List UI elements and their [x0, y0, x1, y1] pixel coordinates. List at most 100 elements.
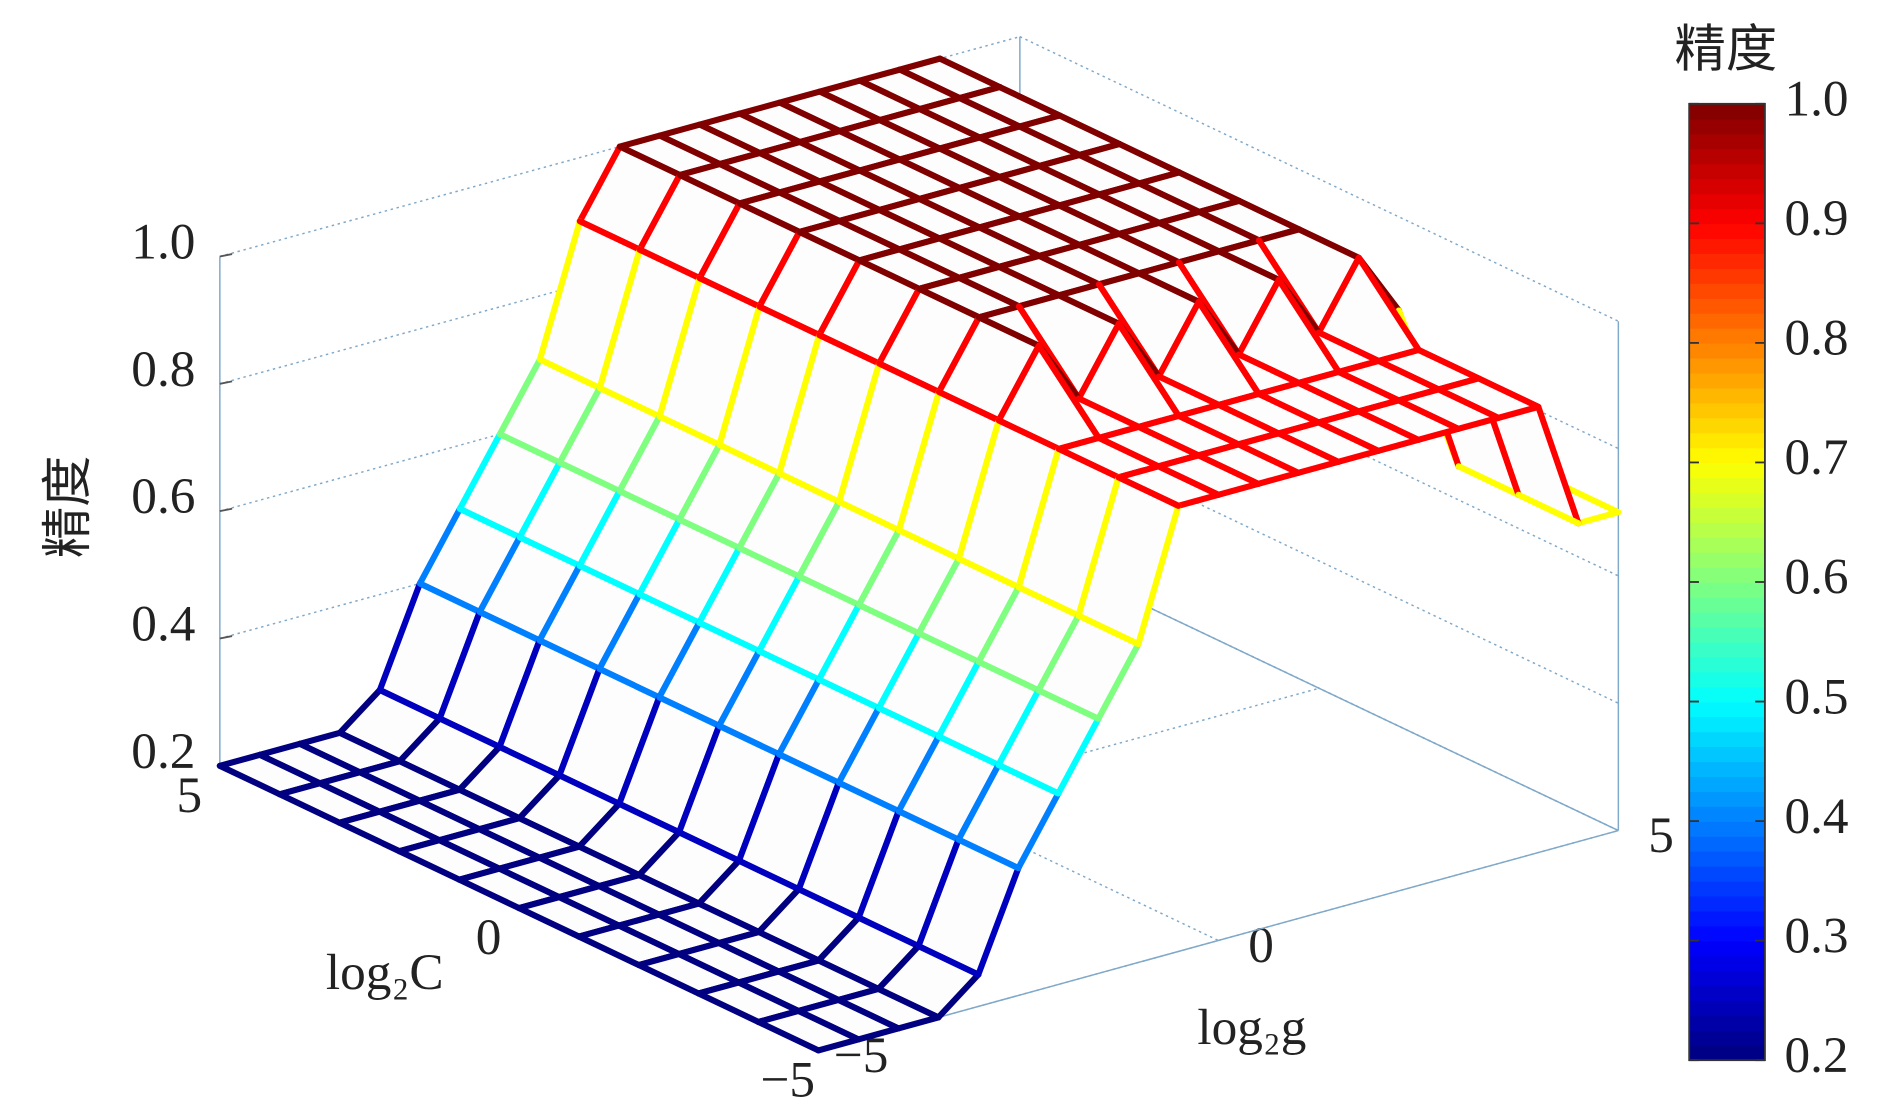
colorbar-tick-label: 1.0 [1784, 71, 1848, 128]
mesh-edge [935, 314, 983, 396]
mesh-cell [519, 897, 619, 937]
mesh-edge [876, 360, 943, 396]
colorbar-swatch [1689, 701, 1765, 718]
mesh-edge [1195, 452, 1262, 487]
colorbar-swatch [1689, 432, 1765, 449]
mesh-cell [899, 238, 1000, 278]
mesh-edge [336, 729, 403, 765]
mesh-edge [1196, 197, 1243, 215]
mesh-edge [536, 854, 603, 890]
mesh-edge [975, 584, 1022, 665]
mesh-edge [576, 800, 623, 850]
mesh-edge [736, 200, 803, 235]
mesh-edge [516, 772, 563, 822]
mesh-edge [856, 257, 923, 292]
colorbar-swatch [1689, 761, 1765, 777]
colorbar-swatch [1689, 776, 1765, 792]
mesh-edge [1375, 346, 1422, 365]
colorbar-swatch [1689, 387, 1765, 404]
mesh-edge [276, 780, 323, 798]
mesh-edge [816, 178, 883, 214]
tick-mark [219, 253, 233, 258]
colorbar-tick-label: 0.7 [1784, 429, 1848, 486]
mesh-edge [756, 138, 803, 157]
colorbar-swatch [1689, 492, 1765, 509]
mesh-cell [1198, 444, 1299, 484]
mesh-edge [815, 914, 862, 964]
mesh-edge [596, 872, 643, 890]
mesh-edge [896, 156, 963, 192]
z-tick-label: 1.0 [131, 213, 195, 270]
mesh-edge [756, 648, 823, 683]
mesh-edge [856, 156, 903, 174]
mesh-edge [456, 876, 523, 912]
mesh-cell [998, 345, 1099, 449]
mesh-edge [995, 687, 1042, 769]
mesh-edge [1155, 463, 1222, 498]
mesh-cell [1298, 371, 1399, 412]
mesh-edge [796, 217, 843, 235]
mesh-edge [756, 228, 803, 310]
mesh-cell [379, 800, 480, 841]
mesh-edge [716, 149, 763, 168]
mesh-cell [619, 697, 720, 833]
colorbar-swatch [1689, 402, 1765, 419]
mesh-edge [496, 743, 563, 779]
mesh-edge [1055, 434, 1102, 452]
colorbar-swatch [1689, 208, 1765, 225]
mesh-edge [576, 143, 623, 225]
mesh-edge [496, 637, 543, 750]
mesh-edge [1395, 386, 1442, 404]
colorbar-swatch [1689, 1030, 1765, 1046]
mesh-cell [978, 587, 1079, 691]
mesh-edge [675, 950, 742, 986]
tick-mark [219, 635, 233, 640]
mesh-edge [1255, 226, 1303, 244]
colorbar-swatch [1689, 327, 1765, 344]
mesh-edge [336, 819, 403, 855]
mesh-edge [396, 715, 443, 765]
colorbar-title: 精度 [1675, 22, 1778, 79]
mesh-edge [1015, 445, 1062, 591]
mesh-cell [499, 640, 600, 776]
mesh-edge [1016, 112, 1063, 130]
mesh-edge [956, 263, 1003, 281]
mesh-cell [1078, 477, 1179, 645]
mesh-cell [559, 388, 660, 492]
mesh-edge [436, 608, 483, 722]
mesh-edge [575, 922, 622, 940]
mesh-edge [795, 996, 842, 1015]
mesh-cell [579, 146, 680, 250]
mesh-edge [876, 106, 923, 124]
colorbar-swatch [1689, 686, 1765, 703]
mesh-edge [795, 886, 862, 921]
mesh-edge [716, 648, 763, 729]
mesh-cell [479, 537, 580, 641]
mesh-edge [755, 1018, 822, 1054]
mesh-edge [1096, 191, 1163, 226]
mesh-edge [256, 751, 323, 787]
colorbar-swatch [1689, 372, 1765, 389]
mesh-edge [1036, 162, 1103, 198]
mesh-edge [416, 505, 463, 587]
mesh-edge [216, 751, 263, 769]
mesh-edge [396, 837, 443, 855]
mesh-cell [1178, 251, 1279, 355]
mesh-edge [635, 950, 682, 969]
mesh-edge [656, 694, 723, 729]
mesh-edge [996, 252, 1043, 270]
mesh-edge [835, 985, 882, 1004]
mesh-cell [1018, 295, 1119, 399]
mesh-edge [596, 883, 662, 918]
mesh-cell [439, 611, 540, 747]
mesh-edge [456, 505, 523, 541]
mesh-edge [935, 971, 982, 1021]
mesh-edge [456, 431, 503, 512]
mesh-cell [1158, 301, 1259, 405]
colorbar-swatch [1689, 596, 1765, 613]
mesh-cell [1178, 404, 1279, 445]
mesh-edge [896, 55, 943, 73]
mesh-edge [895, 527, 962, 562]
mesh-edge [1175, 401, 1222, 419]
